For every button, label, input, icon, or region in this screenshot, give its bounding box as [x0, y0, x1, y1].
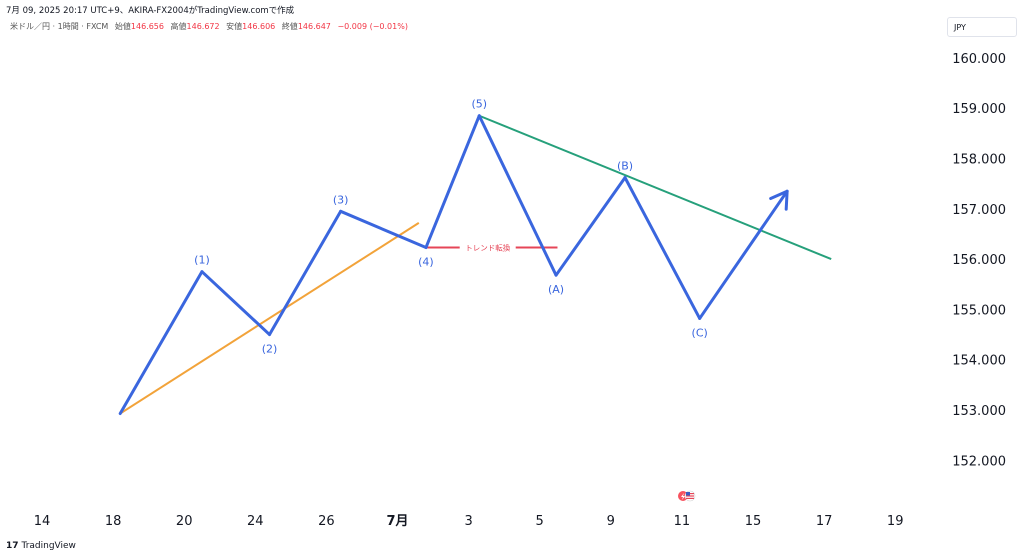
wave-label: (3): [333, 193, 349, 206]
wave-label: (4): [418, 256, 434, 269]
symbol-legend: 米ドル／円 · 1時間 · FXCM 始値146.656 高値146.672 安…: [10, 21, 408, 32]
x-tick-label: 19: [887, 514, 904, 529]
price-axis[interactable]: 152.000 153.000 154.000 155.000 156.000 157.0…: [952, 52, 1006, 469]
wave-label: (2): [262, 343, 278, 356]
x-tick-label: 18: [105, 514, 122, 529]
support-trendline[interactable]: [119, 222, 420, 415]
wave-label: (1): [194, 254, 210, 267]
high-label: 高値: [170, 22, 187, 31]
time-axis[interactable]: 14 18 20 24 26 7月 3 5 9 11 15 17 19: [34, 514, 904, 529]
x-tick-label: 9: [607, 514, 615, 529]
brand-name: TradingView: [21, 541, 76, 551]
y-tick-label: 154.000: [952, 354, 1006, 369]
chart-timestamp: 7月 09, 2025 20:17 UTC+9、AKIRA-FX2004がTra…: [6, 6, 295, 16]
x-tick-label: 15: [745, 514, 762, 529]
resistance-trendline[interactable]: [478, 114, 832, 261]
open-value: 146.656: [130, 22, 164, 31]
y-tick-label: 156.000: [952, 253, 1006, 268]
y-tick-label: 158.000: [952, 153, 1006, 168]
trend-change-label: トレンド転換: [465, 243, 510, 253]
wave-arrowhead: [769, 189, 789, 211]
footer: 17 TradingView: [6, 541, 76, 551]
wave-segment[interactable]: [118, 270, 204, 416]
y-tick-label: 152.000: [952, 454, 1006, 469]
high-value: 146.672: [186, 22, 220, 31]
x-tick-label: 14: [34, 514, 51, 529]
tradingview-logo-icon[interactable]: 17: [6, 541, 19, 551]
close-value: 146.647: [297, 22, 331, 31]
elliott-wave-path: [118, 114, 789, 416]
y-tick-label: 160.000: [952, 52, 1006, 67]
currency-unit-button[interactable]: JPY: [947, 17, 1017, 37]
wave-segment[interactable]: [339, 209, 428, 250]
x-tick-label: 7月: [386, 514, 408, 529]
wave-label: (5): [471, 98, 487, 111]
wave-labels: (1) (2) (3) (4) (5) (A) (B) (C): [194, 98, 708, 356]
symbol-name[interactable]: 米ドル／円 · 1時間 · FXCM: [10, 22, 109, 31]
wave-segment[interactable]: [623, 176, 702, 320]
low-label: 安値: [226, 22, 243, 31]
change-value: −0.009 (−0.01%): [337, 22, 408, 31]
trendlines: トレンド転換: [119, 114, 832, 415]
x-tick-label: 5: [536, 514, 544, 529]
x-tick-label: 20: [176, 514, 193, 529]
x-tick-label: 17: [816, 514, 833, 529]
wave-label: (B): [617, 160, 633, 173]
x-tick-label: 26: [318, 514, 335, 529]
wave-label: (C): [692, 326, 708, 339]
wave-segment[interactable]: [424, 114, 481, 250]
y-tick-label: 157.000: [952, 203, 1006, 218]
y-tick-label: 155.000: [952, 303, 1006, 318]
low-value: 146.606: [242, 22, 276, 31]
x-tick-label: 3: [464, 514, 472, 529]
open-label: 始値: [114, 22, 131, 31]
x-tick-label: 24: [247, 514, 264, 529]
wave-segment[interactable]: [554, 176, 627, 277]
close-label: 終値: [281, 22, 298, 31]
wave-segment[interactable]: [200, 270, 272, 337]
wave-segment[interactable]: [477, 114, 558, 277]
y-tick-label: 159.000: [952, 102, 1006, 117]
wave-segment[interactable]: [698, 189, 789, 320]
wave-label: (A): [548, 283, 564, 296]
wave-segment[interactable]: [268, 209, 343, 337]
y-tick-label: 153.000: [952, 404, 1006, 419]
x-tick-label: 11: [674, 514, 691, 529]
event-flag-icon[interactable]: [678, 490, 696, 502]
